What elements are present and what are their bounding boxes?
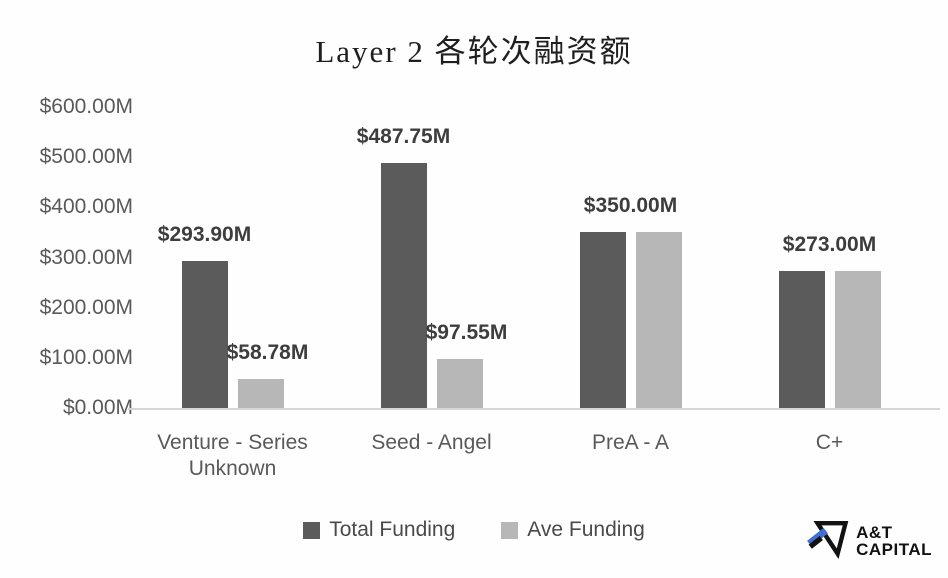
bar-total-funding[interactable] <box>778 271 825 408</box>
data-label: $97.55M <box>425 321 508 345</box>
y-axis-tick-label: $600.00M <box>39 95 133 118</box>
y-axis-tick-label: $100.00M <box>39 345 133 369</box>
data-label: $293.90M <box>157 222 252 246</box>
x-axis-line <box>128 408 940 410</box>
bar-ave-funding[interactable] <box>436 359 483 408</box>
legend-item[interactable]: Total Funding <box>303 518 455 542</box>
data-label: $273.00M <box>782 233 877 256</box>
data-label: $487.75M <box>356 125 451 149</box>
bar-total-funding[interactable] <box>579 232 626 408</box>
y-axis-tick-label: $500.00M <box>39 145 133 169</box>
brand-logo: A&T CAPITAL <box>806 517 932 564</box>
x-axis-category-label: Seed - Angel <box>371 431 492 454</box>
bar-ave-funding[interactable] <box>635 232 682 408</box>
y-axis-tick-label: $300.00M <box>39 245 133 269</box>
chart-title: Layer 2 各轮次融资额 <box>315 34 633 69</box>
x-axis-category-label: Venture - Series Unknown <box>157 431 308 480</box>
x-axis-category-label: C+ <box>815 431 844 454</box>
bar-ave-funding[interactable] <box>834 271 881 408</box>
legend-label: Ave Funding <box>527 518 645 541</box>
legend-item[interactable]: Ave Funding <box>501 518 645 542</box>
x-axis-category-label: PreA - A <box>591 431 670 454</box>
data-label: $58.78M <box>226 340 309 364</box>
y-axis-tick-label: $0.00M <box>62 396 133 419</box>
bar-total-funding[interactable] <box>181 260 228 408</box>
logo-text-line1: A&T <box>856 522 893 542</box>
legend-label: Total Funding <box>329 518 456 541</box>
legend-swatch-icon <box>501 521 519 539</box>
bar-ave-funding[interactable] <box>237 378 284 408</box>
y-axis-tick-label: $200.00M <box>39 295 133 319</box>
legend: Total Funding Ave Funding <box>0 518 948 542</box>
legend-swatch-icon <box>303 521 321 539</box>
at-capital-logo-icon <box>806 517 850 564</box>
bar-total-funding[interactable] <box>380 163 427 408</box>
y-axis-tick-label: $400.00M <box>39 195 133 219</box>
logo-text-line2: CAPITAL <box>856 539 932 559</box>
data-label: $350.00M <box>583 194 678 218</box>
